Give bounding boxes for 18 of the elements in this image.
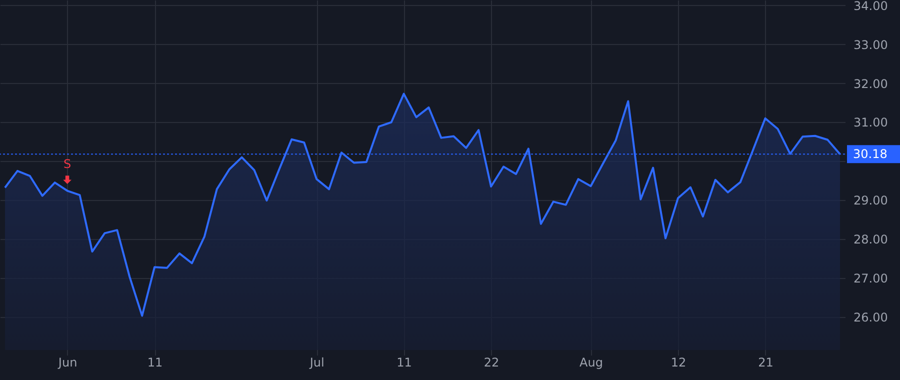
x-tick-label: 12 — [670, 356, 686, 370]
x-tick-label: 11 — [396, 356, 412, 370]
annotation: S — [63, 156, 72, 171]
y-tick-label: 26.00 — [854, 310, 888, 324]
y-tick-label: 33.00 — [854, 38, 888, 52]
y-tick-label: 29.00 — [854, 194, 888, 208]
ref-line-label: 30.18 — [853, 147, 888, 162]
x-tick-label: 11 — [147, 356, 163, 370]
y-tick-label: 32.00 — [854, 76, 888, 91]
x-tick-label: Aug — [580, 356, 603, 370]
y-tick-label: 27.00 — [854, 271, 888, 286]
x-tick-label: 21 — [758, 356, 774, 370]
x-tick-label: 22 — [484, 356, 500, 370]
x-tick-label: Jul — [308, 356, 324, 370]
y-tick-label: 28.00 — [854, 232, 888, 247]
y-tick-label: 34.00 — [854, 0, 888, 13]
y-tick-label: 31.00 — [854, 116, 888, 130]
x-tick-label: Jun — [57, 356, 78, 370]
